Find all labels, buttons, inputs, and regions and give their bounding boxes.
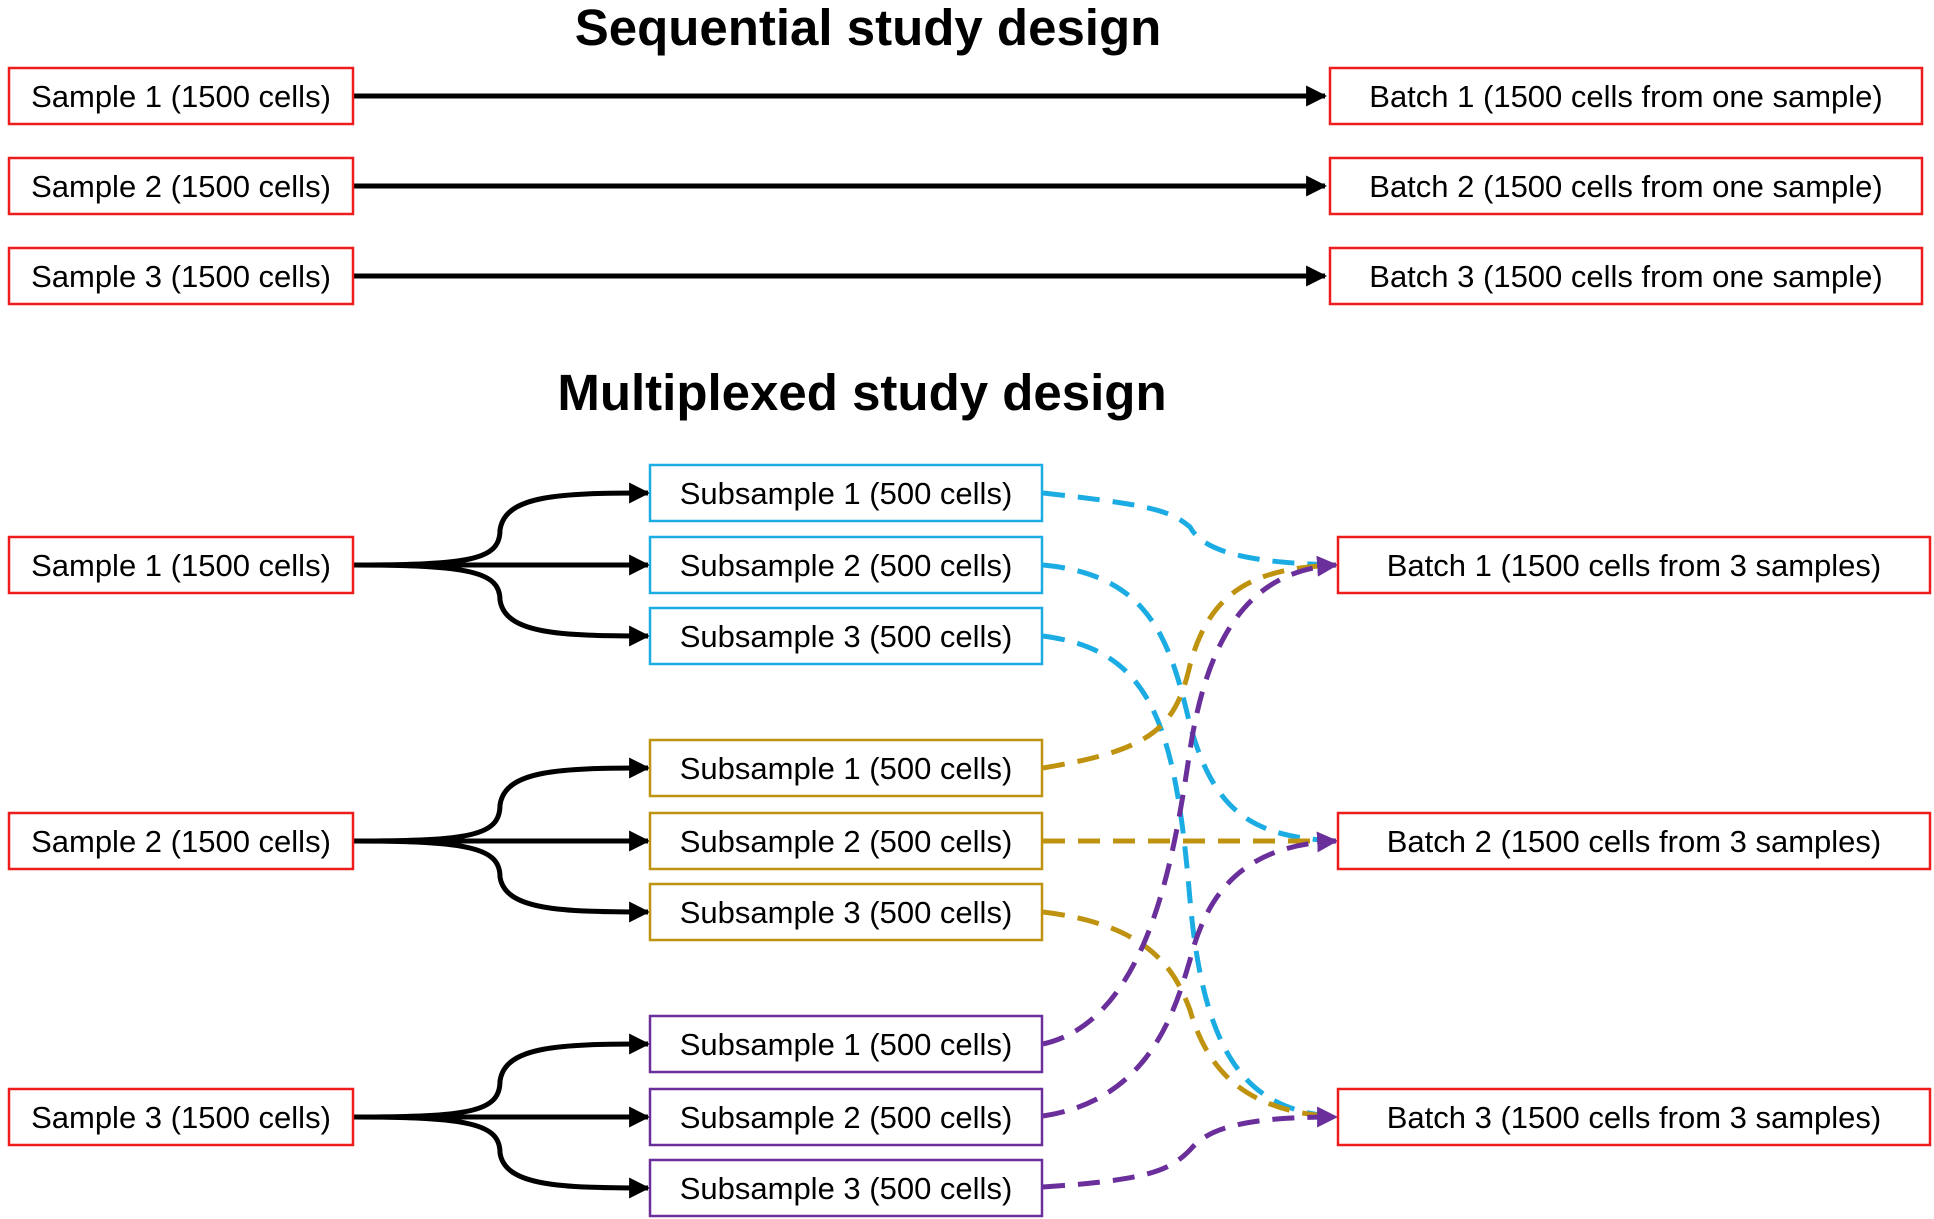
connector-s2-sub3-to-batch3 — [1042, 909, 1337, 1120]
subsample-label-s1-2: Subsample 2 (500 cells) — [680, 548, 1013, 583]
subsample-label-s1-1: Subsample 1 (500 cells) — [680, 476, 1013, 511]
fanout-s2-sub1 — [352, 757, 651, 844]
sequential-sample-label-3: Sample 3 (1500 cells) — [31, 259, 331, 294]
multiplex-connectors — [1042, 490, 1339, 1190]
multiplex-batch-label-3: Batch 3 (1500 cells from 3 samples) — [1387, 1100, 1882, 1135]
multiplex-sample-label-1: Sample 1 (1500 cells) — [31, 548, 331, 583]
subsample-box-s3-3: Subsample 3 (500 cells) — [648, 1158, 1044, 1218]
fanout-s1-sub3 — [352, 562, 651, 647]
fanout-s1-sub1 — [352, 482, 651, 568]
subsample-label-s3-3: Subsample 3 (500 cells) — [680, 1171, 1013, 1206]
connector-s2-sub1-to-batch1 — [1042, 562, 1337, 771]
multiplex-batch-box-2: Batch 2 (1500 cells from 3 samples) — [1336, 811, 1932, 871]
sequential-sample-box-3: Sample 3 (1500 cells) — [7, 246, 355, 306]
sequential-batch-label-2: Batch 2 (1500 cells from one sample) — [1369, 169, 1882, 204]
subsample-box-s1-2: Subsample 2 (500 cells) — [648, 535, 1044, 595]
connector-s3-sub1-to-batch1 — [1042, 555, 1339, 1047]
subsample-box-s3-1: Subsample 1 (500 cells) — [648, 1014, 1044, 1074]
sequential-arrows — [353, 85, 1328, 287]
multiplex-sample-box-3: Sample 3 (1500 cells) — [7, 1087, 355, 1147]
connector-s3-sub3-to-batch3 — [1042, 1106, 1339, 1190]
subsample-box-s1-1: Subsample 1 (500 cells) — [648, 463, 1044, 523]
subsample-label-s3-1: Subsample 1 (500 cells) — [680, 1027, 1013, 1062]
sequential-batch-box-3: Batch 3 (1500 cells from one sample) — [1328, 246, 1924, 306]
sequential-batch-label-3: Batch 3 (1500 cells from one sample) — [1369, 259, 1882, 294]
sequential-sample-box-2: Sample 2 (1500 cells) — [7, 156, 355, 216]
multiplex-sample-box-2: Sample 2 (1500 cells) — [7, 811, 355, 871]
fanout-s2-sub3 — [352, 838, 651, 923]
subsample-box-s2-2: Subsample 2 (500 cells) — [648, 811, 1044, 871]
sequential-batch-box-1: Batch 1 (1500 cells from one sample) — [1328, 66, 1924, 126]
sequential-title: Sequential study design — [575, 0, 1162, 56]
subsample-box-s2-3: Subsample 3 (500 cells) — [648, 882, 1044, 942]
connector-s3-sub2-to-batch2 — [1042, 831, 1339, 1119]
sequential-sample-label-1: Sample 1 (1500 cells) — [31, 79, 331, 114]
multiplexed-title: Multiplexed study design — [557, 364, 1166, 421]
subsample-box-s3-2: Subsample 2 (500 cells) — [648, 1087, 1044, 1147]
subsample-label-s2-1: Subsample 1 (500 cells) — [680, 751, 1013, 786]
subsample-label-s2-2: Subsample 2 (500 cells) — [680, 824, 1013, 859]
multiplex-sample-label-3: Sample 3 (1500 cells) — [31, 1100, 331, 1135]
subsample-label-s3-2: Subsample 2 (500 cells) — [680, 1100, 1013, 1135]
fanout-s3-sub1 — [352, 1033, 651, 1120]
connector-s1-sub1-to-batch1 — [1042, 490, 1337, 568]
multiplex-batch-label-2: Batch 2 (1500 cells from 3 samples) — [1387, 824, 1882, 859]
sequential-sample-box-1: Sample 1 (1500 cells) — [7, 66, 355, 126]
sequential-batch-label-1: Batch 1 (1500 cells from one sample) — [1369, 79, 1882, 114]
sequential-batch-box-2: Batch 2 (1500 cells from one sample) — [1328, 156, 1924, 216]
subsample-label-s1-3: Subsample 3 (500 cells) — [680, 619, 1013, 654]
subsample-box-s2-1: Subsample 1 (500 cells) — [648, 738, 1044, 798]
subsample-box-s1-3: Subsample 3 (500 cells) — [648, 606, 1044, 666]
multiplex-batch-box-1: Batch 1 (1500 cells from 3 samples) — [1336, 535, 1932, 595]
subsample-label-s2-3: Subsample 3 (500 cells) — [680, 895, 1013, 930]
connector-s1-sub3-to-batch3 — [1042, 633, 1337, 1120]
multiplex-batch-box-3: Batch 3 (1500 cells from 3 samples) — [1336, 1087, 1932, 1147]
multiplex-batch-label-1: Batch 1 (1500 cells from 3 samples) — [1387, 548, 1882, 583]
connector-s1-sub2-to-batch2 — [1042, 562, 1337, 844]
sequential-sample-label-2: Sample 2 (1500 cells) — [31, 169, 331, 204]
multiplex-sample-box-1: Sample 1 (1500 cells) — [7, 535, 355, 595]
multiplex-fanout-arrows — [352, 482, 651, 1199]
fanout-s3-sub3 — [352, 1114, 651, 1199]
multiplex-sample-label-2: Sample 2 (1500 cells) — [31, 824, 331, 859]
